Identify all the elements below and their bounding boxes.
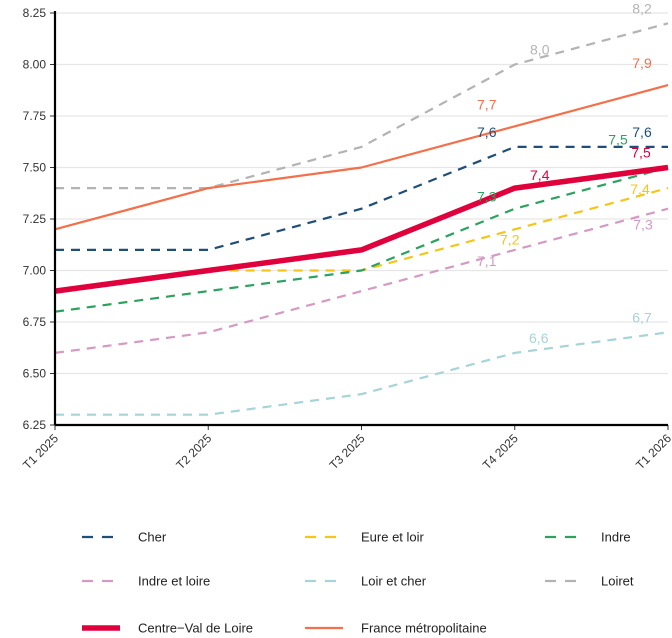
- y-tick-label: 7.50: [23, 161, 47, 175]
- data-label-indre-et-loire: 7,1: [477, 253, 497, 269]
- data-label-loir-et-cher: 6,7: [632, 309, 652, 325]
- legend-item-eure-et-loir: Eure et loir: [305, 530, 425, 545]
- gridlines: [55, 12, 668, 426]
- y-tick-label: 6.50: [23, 367, 47, 381]
- y-tick-label: 6.75: [23, 315, 47, 329]
- x-tick-label: T1 2026: [633, 431, 672, 472]
- legend: Cher Eure et loir Indre Indre et loire Loir …: [82, 530, 634, 636]
- data-label-cher: 7,6: [632, 124, 652, 140]
- y-tick-label: 7.00: [23, 264, 47, 278]
- legend-item-indre: Indre: [545, 530, 631, 545]
- x-tick-label: T1 2025: [20, 431, 61, 472]
- legend-label: Eure et loir: [361, 530, 425, 545]
- data-label-france-metropolitaine: 7,7: [477, 96, 497, 112]
- y-tick-label: 6.25: [23, 418, 47, 432]
- y-axis-ticks: 6.25 6.50 6.75 7.00 7.25 7.50 7.75 8.00 8.25: [23, 6, 55, 432]
- y-tick-label: 7.25: [23, 212, 47, 226]
- legend-item-france-metropolitaine: France métropolitaine: [305, 621, 487, 636]
- x-tick-label: T4 2025: [480, 431, 521, 472]
- data-label-cher: 7,6: [477, 124, 497, 140]
- data-label-centre-val-de-loire: 7,5: [631, 145, 651, 161]
- data-label-indre: 7,5: [608, 132, 628, 148]
- legend-label: Indre et loire: [138, 574, 210, 589]
- data-label-indre: 7,3: [477, 189, 497, 205]
- axes: [53, 11, 668, 427]
- legend-item-loiret: Loiret: [545, 574, 634, 589]
- x-tick-label: T2 2025: [173, 431, 214, 472]
- y-tick-label: 8.25: [23, 6, 47, 20]
- legend-label: Loir et cher: [361, 574, 427, 589]
- legend-label: Cher: [138, 530, 167, 545]
- series-line-loir-et-cher: [55, 331, 669, 416]
- series-line-indre: [54, 166, 669, 313]
- series-line-cher: [55, 145, 668, 251]
- y-tick-label: 7.75: [23, 109, 47, 123]
- data-label-centre-val-de-loire: 7,4: [530, 167, 550, 183]
- data-label-eure-et-loir: 7,4: [630, 181, 650, 197]
- legend-item-loir-et-cher: Loir et cher: [305, 574, 427, 589]
- legend-label: Centre−Val de Loire: [138, 621, 253, 636]
- series-line-france-metropolitaine: [54, 84, 669, 231]
- data-labels: 7,6 7,6 7,2 7,4 7,3 7,5 7,1 7,3 6,6 6,7 8,0 8,2 7,4 7…: [477, 0, 653, 346]
- series-line-indre-et-loire: [54, 207, 669, 354]
- data-label-indre-et-loire: 7,3: [633, 217, 653, 233]
- legend-item-centre-val-de-loire: Centre−Val de Loire: [82, 621, 253, 636]
- series-lines: [54, 22, 669, 416]
- x-axis-ticks: T1 2025 T2 2025 T3 2025 T4 2025 T1 2026: [20, 425, 672, 472]
- data-label-loiret: 8,2: [632, 0, 652, 16]
- x-tick-label: T3 2025: [327, 431, 368, 472]
- series-line-loiret: [55, 22, 669, 190]
- data-label-loir-et-cher: 6,6: [529, 330, 549, 346]
- data-label-eure-et-loir: 7,2: [500, 231, 520, 247]
- legend-label: France métropolitaine: [361, 621, 487, 636]
- legend-item-indre-et-loire: Indre et loire: [82, 574, 210, 589]
- series-line-centre-val-de-loire: [54, 164, 669, 294]
- legend-label: Indre: [601, 530, 631, 545]
- legend-label: Loiret: [601, 574, 634, 589]
- data-label-loiret: 8,0: [530, 42, 550, 58]
- legend-item-cher: Cher: [82, 530, 167, 545]
- data-label-france-metropolitaine: 7,9: [632, 55, 652, 71]
- y-tick-label: 8.00: [23, 58, 47, 72]
